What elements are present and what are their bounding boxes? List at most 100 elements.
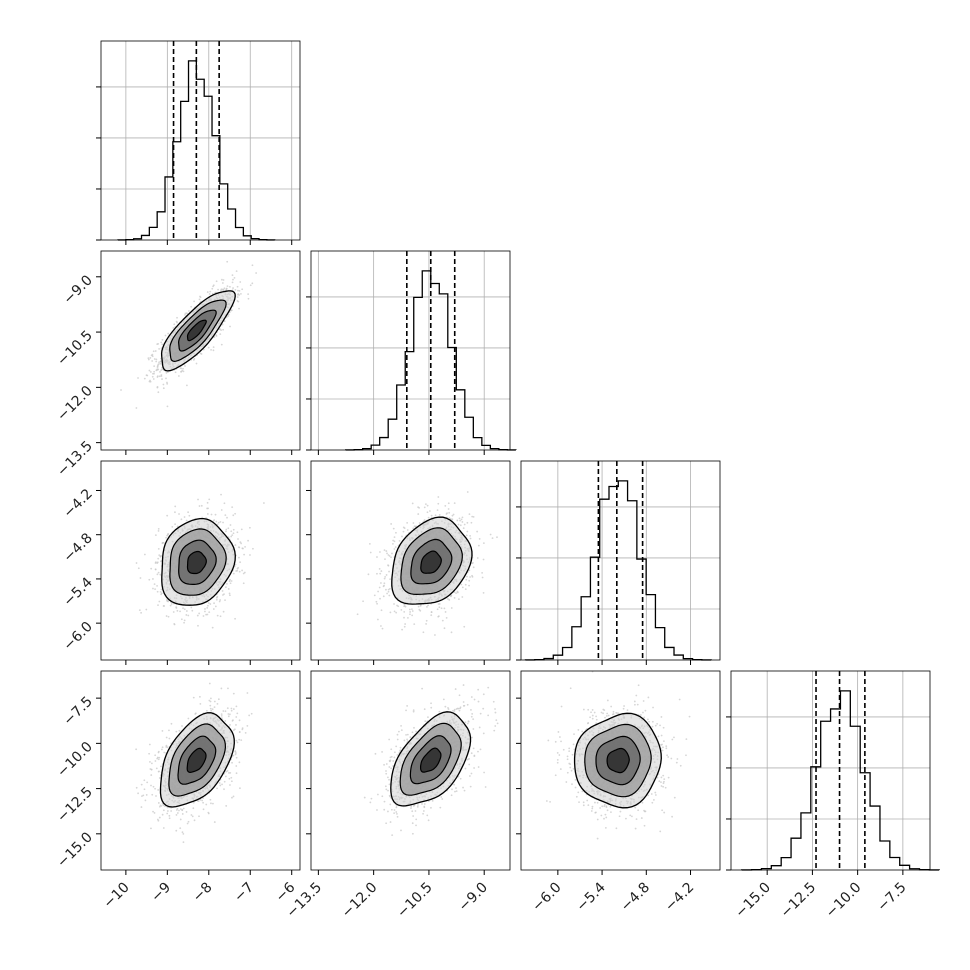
scatter-point	[224, 720, 227, 722]
scatter-point	[173, 622, 176, 625]
scatter-point	[412, 522, 415, 524]
scatter-point	[438, 606, 441, 609]
scatter-point	[460, 518, 463, 521]
scatter-panel-2-0	[100, 460, 301, 661]
scatter-point	[234, 753, 237, 756]
scatter-point	[156, 584, 158, 587]
scatter-point	[404, 605, 407, 608]
scatter-point	[165, 536, 167, 539]
scatter-point	[241, 547, 244, 550]
scatter-point	[412, 527, 415, 530]
scatter-point	[238, 738, 241, 741]
scatter-point	[241, 288, 244, 291]
scatter-point	[159, 362, 162, 365]
scatter-point	[466, 530, 469, 533]
scatter-point	[469, 535, 472, 537]
scatter-point	[210, 348, 212, 351]
scatter-point	[384, 575, 387, 578]
scatter-point	[463, 625, 466, 628]
scatter-point	[384, 558, 386, 561]
scatter-point	[222, 610, 225, 613]
scatter-point	[151, 360, 154, 362]
scatter-point	[236, 296, 239, 298]
scatter-point	[148, 369, 151, 372]
scatter-point	[437, 502, 440, 505]
scatter-point	[225, 528, 228, 531]
scatter-point	[190, 305, 193, 308]
scatter-point	[448, 599, 451, 601]
scatter-point	[149, 371, 152, 373]
scatter-point	[213, 700, 216, 703]
scatter-point	[383, 582, 386, 585]
scatter-point	[375, 600, 378, 603]
scatter-point	[238, 570, 241, 573]
scatter-point	[183, 619, 186, 622]
scatter-point	[178, 513, 180, 515]
scatter-point	[385, 550, 388, 552]
scatter-point	[219, 328, 221, 331]
scatter-point	[140, 611, 143, 614]
scatter-point	[247, 293, 250, 296]
scatter-point	[252, 547, 254, 550]
scatter-point	[373, 594, 376, 597]
scatter-point	[417, 513, 420, 515]
panel-content	[135, 682, 253, 844]
scatter-point	[179, 827, 182, 830]
scatter-point	[159, 555, 162, 558]
scatter-point	[383, 577, 386, 580]
scatter-point	[199, 702, 202, 705]
scatter-point	[192, 801, 195, 804]
scatter-point	[418, 506, 421, 509]
scatter-point	[409, 613, 411, 616]
scatter-point	[393, 536, 396, 539]
scatter-point	[207, 602, 210, 604]
scatter-point	[213, 519, 216, 521]
scatter-point	[188, 514, 191, 517]
scatter-point	[468, 584, 470, 587]
panel-frame	[310, 460, 511, 661]
scatter-point	[471, 574, 473, 577]
scatter-point	[198, 505, 201, 507]
scatter-point	[208, 682, 211, 685]
scatter-point	[222, 288, 224, 291]
scatter-point	[232, 692, 235, 695]
hist-panel-3	[730, 670, 940, 871]
scatter-point	[156, 376, 159, 378]
scatter-point	[461, 516, 464, 519]
scatter-point	[444, 504, 447, 507]
scatter-point	[457, 523, 460, 526]
scatter-point	[230, 535, 233, 538]
scatter-point	[197, 624, 199, 627]
scatter-point	[227, 713, 230, 715]
panel-frame	[730, 670, 931, 871]
scatter-point	[185, 519, 188, 522]
scatter-point	[215, 334, 218, 337]
scatter-point	[229, 582, 232, 585]
scatter-point	[441, 619, 444, 622]
scatter-panel-2-1	[310, 460, 511, 661]
scatter-point	[231, 534, 234, 537]
scatter-point	[255, 272, 258, 274]
scatter-point	[471, 515, 474, 518]
scatter-point	[408, 608, 411, 611]
scatter-point	[425, 623, 427, 625]
panel-frame	[100, 40, 301, 241]
scatter-point	[426, 511, 429, 514]
scatter-point	[383, 549, 386, 552]
scatter-point	[240, 542, 242, 545]
scatter-point	[450, 631, 453, 634]
scatter-point	[469, 576, 472, 578]
scatter-point	[417, 605, 420, 608]
contour-outer	[391, 516, 473, 605]
scatter-point	[155, 358, 158, 361]
scatter-point	[392, 527, 395, 530]
scatter-point	[162, 387, 165, 390]
scatter-point	[232, 708, 235, 710]
scatter-point	[440, 607, 443, 610]
scatter-point	[174, 511, 176, 514]
panel-background	[311, 251, 510, 450]
scatter-point	[220, 687, 223, 690]
scatter-point	[158, 554, 161, 557]
scatter-point	[235, 724, 237, 726]
scatter-point	[376, 572, 378, 575]
